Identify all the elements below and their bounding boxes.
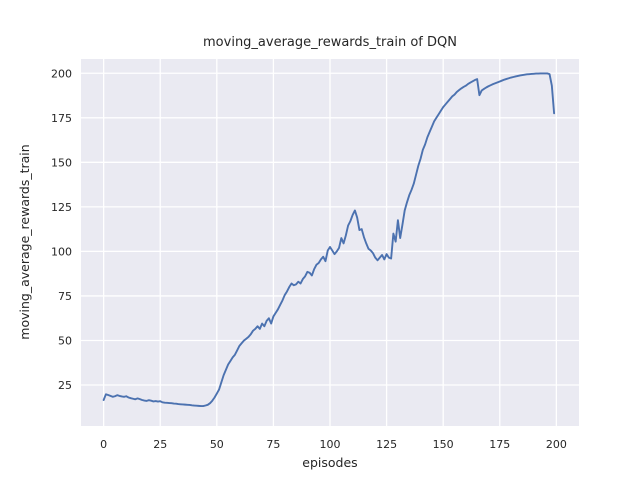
y-tick-label: 75 <box>58 290 72 303</box>
y-tick-label: 150 <box>51 156 72 169</box>
y-tick-label: 200 <box>51 67 72 80</box>
x-tick-label: 200 <box>546 438 567 451</box>
y-tick-label: 100 <box>51 245 72 258</box>
x-tick-label: 100 <box>320 438 341 451</box>
y-axis-label: moving_average_rewards_train <box>17 144 32 339</box>
x-tick-label: 0 <box>100 438 107 451</box>
tick-layer: 0 25 50 75 100 125 150 175 200 25 50 75 100 125 150 175… <box>51 67 567 451</box>
series-layer <box>102 72 556 407</box>
grid-layer <box>81 59 579 426</box>
y-tick-label: 175 <box>51 112 72 125</box>
x-axis-label: episodes <box>302 455 357 470</box>
y-tick-label: 50 <box>58 334 72 347</box>
x-tick-label: 150 <box>433 438 454 451</box>
x-tick-label: 50 <box>210 438 224 451</box>
x-tick-label: 25 <box>153 438 167 451</box>
y-tick-label: 125 <box>51 201 72 214</box>
chart-title: moving_average_rewards_train of DQN <box>203 35 457 50</box>
x-tick-label: 125 <box>376 438 397 451</box>
line-series <box>102 72 556 407</box>
x-tick-label: 75 <box>266 438 280 451</box>
y-tick-label: 25 <box>58 379 72 392</box>
x-tick-label: 175 <box>489 438 510 451</box>
